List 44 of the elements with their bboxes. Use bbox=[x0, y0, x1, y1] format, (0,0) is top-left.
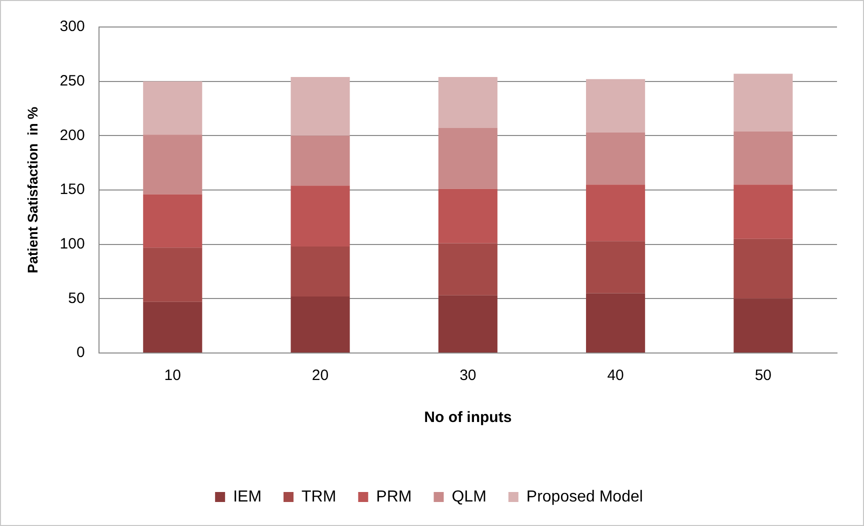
bar bbox=[586, 293, 646, 352]
y-tick-label: 150 bbox=[60, 181, 85, 198]
bar bbox=[290, 76, 350, 136]
bar bbox=[586, 79, 646, 132]
x-axis-title: No of inputs bbox=[424, 409, 512, 426]
y-axis-title: Patient Satisfaction in % bbox=[24, 106, 40, 274]
bar bbox=[143, 248, 202, 302]
bar bbox=[586, 241, 646, 294]
bar bbox=[143, 302, 202, 352]
bar bbox=[586, 184, 646, 242]
x-tick-label: 50 bbox=[754, 367, 772, 384]
y-tick-label: 300 bbox=[60, 18, 85, 36]
bar bbox=[438, 188, 498, 244]
legend-label: TRM bbox=[302, 488, 336, 506]
bar bbox=[290, 136, 350, 186]
legend-label: IEM bbox=[233, 488, 262, 506]
x-tick-label: 10 bbox=[164, 367, 181, 384]
bar bbox=[734, 298, 793, 352]
bar bbox=[438, 128, 498, 189]
y-tick-label: 50 bbox=[68, 290, 85, 307]
bar bbox=[438, 76, 498, 128]
legend-label: Proposed Model bbox=[526, 488, 643, 506]
x-tick-label: 40 bbox=[607, 367, 624, 384]
bar bbox=[734, 131, 793, 185]
x-tick-label: 30 bbox=[460, 367, 476, 384]
bar bbox=[290, 296, 350, 352]
bar bbox=[143, 194, 202, 248]
bar bbox=[290, 186, 350, 247]
bar bbox=[438, 243, 498, 296]
y-tick-label: 100 bbox=[60, 235, 85, 252]
legend-label: QLM bbox=[452, 488, 486, 506]
bar bbox=[143, 81, 202, 135]
bar bbox=[734, 238, 793, 299]
bar bbox=[734, 184, 793, 239]
bar bbox=[734, 74, 793, 132]
bar bbox=[586, 132, 646, 185]
x-tick-label: 20 bbox=[312, 367, 329, 384]
bar bbox=[438, 295, 498, 352]
legend-label: PRM bbox=[376, 488, 412, 506]
y-tick-label: 200 bbox=[60, 126, 85, 144]
y-tick-label: 0 bbox=[76, 344, 85, 362]
bar bbox=[290, 246, 350, 296]
bar bbox=[143, 134, 202, 194]
y-tick-label: 250 bbox=[60, 72, 85, 90]
